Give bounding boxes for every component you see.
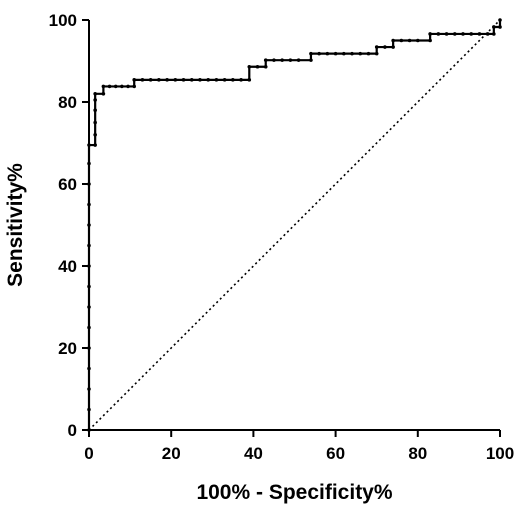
y-tick-label: 100 [49,11,77,30]
roc-point [231,78,235,82]
roc-point [181,78,186,82]
roc-point [93,98,97,102]
roc-point [93,92,97,96]
roc-point [140,78,145,82]
roc-point [309,58,313,62]
roc-point [222,78,227,82]
y-tick-label: 80 [58,93,77,112]
roc-point [255,64,260,69]
roc-point [325,51,330,56]
x-tick-label: 100 [486,444,514,463]
roc-point [113,84,118,89]
roc-point [101,84,106,89]
roc-point [93,133,97,137]
roc-point [93,143,97,147]
roc-point [407,38,412,43]
roc-point [272,58,276,62]
roc-point [477,32,482,36]
roc-point [198,78,202,82]
roc-point [342,51,346,56]
axes-layer [88,20,500,431]
roc-point [296,58,301,62]
roc-point [358,51,363,56]
y-axis-title: Sensitivity% [4,163,27,287]
y-tick-label: 40 [58,257,77,276]
roc-point [93,108,97,112]
roc-point [391,45,395,49]
roc-point [416,38,420,43]
roc-point [126,84,130,89]
roc-point [374,45,379,49]
roc-point [444,32,449,36]
roc-point [452,32,457,36]
roc-point [214,78,219,82]
roc-point [263,64,268,69]
roc-point [101,92,106,96]
roc-point [436,32,441,36]
roc-point [350,51,354,56]
roc-point [469,32,474,36]
roc-point [366,51,371,56]
roc-point [399,38,404,43]
roc-point [309,51,313,56]
roc-point [461,32,465,36]
x-tick-label: 20 [162,444,181,463]
roc-point [120,84,124,89]
reference-diagonal-layer [88,19,501,431]
roc-point [498,18,502,22]
y-tick-label: 60 [58,175,77,194]
x-tick-label: 60 [326,444,345,463]
roc-point [498,25,502,29]
roc-point [239,78,243,82]
y-tick-label: 0 [68,421,77,440]
roc-point [173,78,178,82]
roc-point [107,84,112,89]
roc-point [132,84,137,89]
roc-point [485,32,490,36]
roc-point [374,51,379,56]
roc-point [391,38,395,43]
roc-point [132,78,137,82]
roc-point [288,58,293,62]
roc-point [317,51,321,56]
x-tick-label: 0 [84,444,93,463]
roc-point [428,38,432,43]
y-tick-label: 20 [58,339,77,358]
roc-point [93,120,97,125]
roc-point [280,58,284,62]
roc-point [492,25,496,29]
roc-point [492,32,496,36]
roc-point [148,78,153,82]
ticks-layer: 0 20 40 60 80 100 0 20 40 60 80 100 [49,11,515,463]
x-tick-label: 40 [244,444,263,463]
roc-point [383,45,387,49]
reference-diagonal-line [88,19,501,431]
roc-point [157,78,161,82]
roc-point [247,64,252,69]
roc-point [428,32,432,36]
roc-point [165,78,169,82]
x-tick-label: 80 [408,444,427,463]
x-axis-title: 100% - Specificity% [196,481,392,504]
roc-point [247,78,252,82]
roc-point [333,51,338,56]
roc-point [206,78,210,82]
roc-point [189,78,194,82]
roc-point [263,58,268,62]
